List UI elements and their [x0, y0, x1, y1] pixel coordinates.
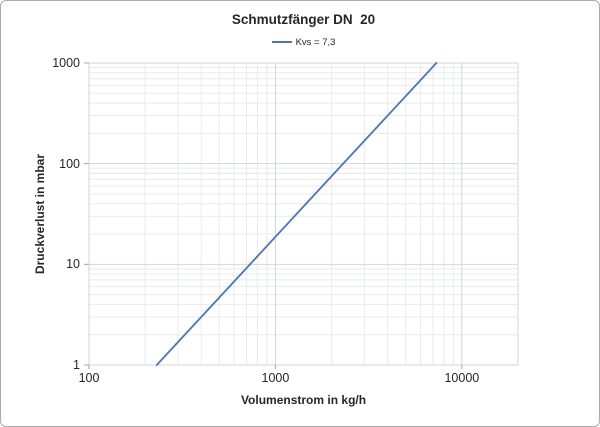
series-line [155, 62, 438, 366]
legend-label: Kvs = 7,3 [295, 37, 336, 48]
chart-title: Schmutzfänger DN 20 [231, 12, 376, 27]
x-axis-title: Volumenstrom in kg/h [240, 393, 367, 407]
y-tick-label: 1 [73, 358, 80, 372]
legend-line-icon [271, 40, 292, 43]
legend: Kvs = 7,3 [89, 37, 518, 48]
y-tick-label: 1000 [52, 56, 80, 70]
y-tick-label: 100 [59, 156, 80, 171]
plot-area [88, 62, 519, 366]
y-tick-label: 10 [66, 257, 80, 272]
x-tick-label: 1000 [261, 371, 290, 385]
x-tick-label: 10000 [444, 371, 480, 385]
x-tick-label: 100 [78, 371, 100, 385]
y-axis-title: Druckverlust in mbar [33, 153, 47, 275]
